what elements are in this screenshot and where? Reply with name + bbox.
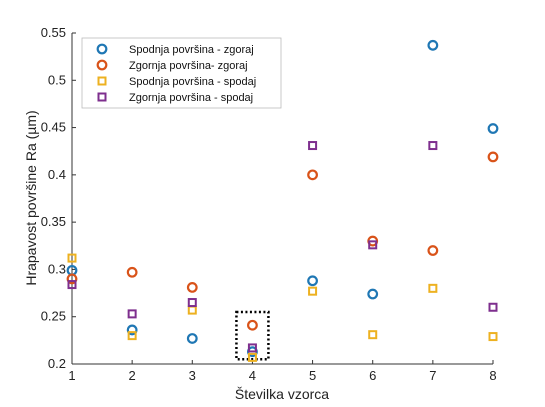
x-tick-label: 1 <box>68 368 75 383</box>
data-point <box>427 245 439 256</box>
data-point <box>247 343 257 353</box>
data-point <box>66 273 78 285</box>
y-tick-label: 0.4 <box>48 167 66 182</box>
data-point <box>126 324 138 336</box>
data-point <box>488 302 498 312</box>
highlight <box>235 310 270 361</box>
highlight-box <box>235 310 270 361</box>
data-point <box>127 331 137 341</box>
data-point <box>67 253 77 263</box>
legend-marker <box>97 92 107 102</box>
data-point <box>186 333 198 344</box>
data-point <box>428 283 438 293</box>
y-tick-label: 0.3 <box>48 261 66 276</box>
x-axis-label: Številka vzorca <box>235 386 329 402</box>
data-point <box>67 280 77 290</box>
data-point <box>427 39 439 51</box>
legend-marker <box>96 59 108 71</box>
x-tick-label: 2 <box>129 368 136 383</box>
axes <box>71 33 493 365</box>
data-point <box>368 240 378 250</box>
x-tick-label: 4 <box>249 368 256 383</box>
data-point <box>308 286 318 296</box>
data-point <box>428 141 438 151</box>
legend-marker <box>97 76 107 86</box>
y-tick-label: 0.45 <box>41 120 66 135</box>
data-point <box>307 169 318 181</box>
data-point <box>487 151 499 163</box>
data-point <box>186 281 198 293</box>
y-tick-label: 0.2 <box>48 356 66 371</box>
legend-box <box>81 37 282 109</box>
x-tick-label: 5 <box>309 368 316 383</box>
legend-label: Zgornja površina - spodaj <box>129 92 253 104</box>
data-points <box>66 39 499 362</box>
y-axis-label: Hrapavost površine Ra (µm) <box>23 110 39 285</box>
data-point <box>126 266 138 278</box>
legend: Spodnja površina - zgoraj Zgornja površin… <box>81 37 282 109</box>
ticks: 0.2 0.25 0.3 0.35 0.4 0.45 0.5 0.55 1 2 3 4 5 6 7 8 <box>41 25 497 383</box>
x-tick-label: 8 <box>489 368 496 383</box>
data-point <box>487 123 499 134</box>
legend-marker <box>96 43 108 55</box>
x-tick-label: 7 <box>429 368 436 383</box>
data-point <box>247 352 257 362</box>
x-tick-label: 6 <box>369 368 376 383</box>
data-point <box>367 288 379 300</box>
data-point <box>127 309 137 319</box>
data-point <box>307 275 318 287</box>
y-tick-label: 0.5 <box>48 72 66 87</box>
y-tick-label: 0.35 <box>41 214 66 229</box>
data-point <box>368 330 378 340</box>
data-point <box>187 298 197 308</box>
legend-label: Spodnja površina - zgoraj <box>129 44 254 56</box>
x-tick-label: 3 <box>189 368 196 383</box>
y-tick-label: 0.25 <box>41 309 66 324</box>
legend-label: Spodnja površina - spodaj <box>129 76 256 88</box>
y-tick-label: 0.55 <box>41 25 66 40</box>
data-point <box>247 319 258 331</box>
data-point <box>187 305 197 315</box>
data-point <box>488 332 498 342</box>
legend-label: Zgornja površina- zgoraj <box>129 60 248 72</box>
data-point <box>308 141 318 151</box>
